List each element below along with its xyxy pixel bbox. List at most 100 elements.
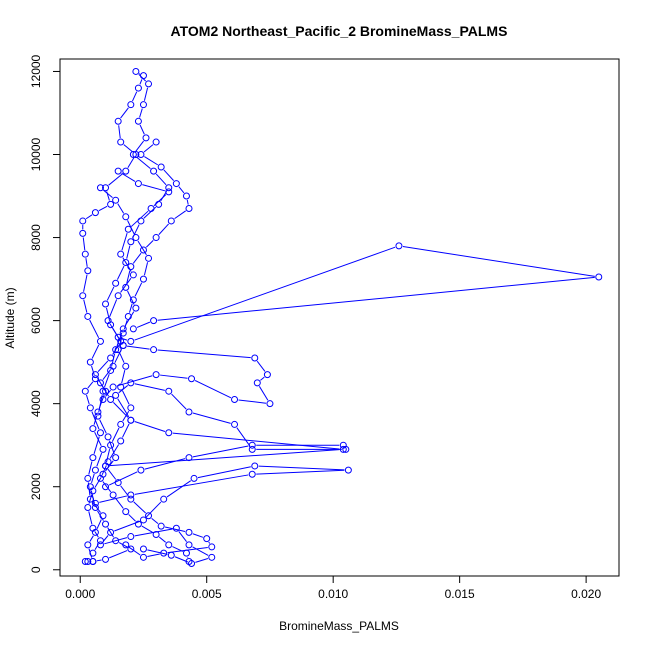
series-segment	[166, 480, 192, 498]
series-5	[99, 342, 274, 408]
data-point	[253, 379, 261, 387]
data-point	[91, 371, 99, 379]
data-point	[147, 204, 155, 212]
data-point	[86, 404, 94, 412]
series-segment	[192, 445, 249, 458]
data-point	[127, 495, 135, 503]
data-point	[139, 246, 147, 254]
data-point	[139, 72, 147, 80]
data-point	[127, 404, 135, 412]
series-segment	[197, 466, 251, 479]
series-segment	[116, 375, 153, 387]
series-segment	[107, 527, 114, 538]
y-tick-label: 2000	[29, 473, 43, 500]
y-tick-label: 10000	[29, 138, 43, 172]
series-segment	[145, 240, 154, 248]
series-segment	[87, 381, 94, 389]
series-segment	[192, 533, 204, 538]
data-point	[157, 522, 165, 530]
data-point	[107, 396, 115, 404]
x-tick-label: 0.015	[445, 587, 475, 601]
data-point	[165, 184, 173, 192]
data-point	[182, 192, 190, 200]
data-point	[79, 292, 87, 300]
series-segment	[192, 412, 231, 424]
data-point	[96, 379, 104, 387]
data-point	[122, 283, 130, 291]
y-tick-label: 4000	[29, 390, 43, 417]
data-point	[114, 117, 122, 125]
series-segment	[145, 501, 162, 518]
data-point	[165, 387, 173, 395]
series-segment	[143, 262, 149, 276]
data-point	[94, 412, 102, 420]
data-point	[595, 273, 603, 281]
series-segment	[158, 536, 166, 543]
data-point	[150, 346, 158, 354]
data-point	[117, 420, 125, 428]
data-point	[104, 317, 112, 325]
data-point	[81, 250, 89, 258]
series-segment	[109, 550, 128, 559]
data-point	[112, 391, 120, 399]
series-segment	[194, 380, 232, 399]
data-point	[145, 512, 153, 520]
series-segment	[104, 537, 128, 545]
series-segment	[96, 559, 102, 562]
series-8	[91, 462, 352, 568]
x-tick-label: 0.005	[192, 587, 222, 601]
series-segment	[134, 282, 143, 297]
series-segment	[83, 274, 88, 292]
data-point	[172, 180, 180, 188]
series-segment	[178, 186, 185, 194]
series-segment	[174, 556, 189, 563]
y-axis-label: Altitude (m)	[3, 287, 17, 348]
series-segment	[151, 517, 159, 525]
data-point	[172, 524, 180, 532]
series-segment	[91, 365, 95, 376]
data-point	[102, 300, 110, 308]
series-segment	[97, 377, 104, 389]
series-segment	[109, 449, 340, 467]
data-point	[157, 163, 165, 171]
series-segment	[114, 520, 140, 532]
series-segment	[127, 157, 135, 168]
data-point	[91, 499, 99, 507]
series-segment	[107, 468, 117, 480]
series-1	[79, 67, 193, 565]
series-segment	[97, 360, 109, 372]
series-segment	[111, 353, 116, 367]
series-layer	[79, 67, 603, 568]
data-point	[395, 242, 403, 250]
series-segment	[134, 474, 249, 495]
data-point	[102, 555, 110, 563]
series-segment	[236, 427, 251, 447]
series-segment	[144, 458, 186, 470]
data-point	[84, 312, 92, 320]
data-point	[84, 267, 92, 275]
data-point	[96, 337, 104, 345]
series-segment	[99, 495, 128, 503]
series-segment	[116, 332, 123, 347]
data-point	[89, 425, 97, 433]
series-segment	[121, 337, 128, 341]
series-segment	[171, 393, 187, 410]
x-tick-label: 0.000	[65, 587, 95, 601]
series-segment	[108, 173, 123, 186]
x-axis-label: BromineMass_PALMS	[279, 619, 399, 633]
data-point	[86, 358, 94, 366]
series-segment	[102, 369, 112, 381]
series-segment	[143, 144, 154, 153]
data-point	[134, 117, 142, 125]
data-point	[127, 101, 135, 109]
series-segment	[121, 172, 136, 182]
data-point	[248, 470, 256, 478]
data-point	[119, 342, 127, 350]
series-segment	[118, 125, 121, 139]
series-segment	[91, 473, 95, 484]
series-segment	[143, 87, 149, 101]
series-segment	[113, 402, 129, 418]
series-segment	[105, 307, 111, 321]
data-point	[139, 275, 147, 283]
data-point	[134, 180, 142, 188]
